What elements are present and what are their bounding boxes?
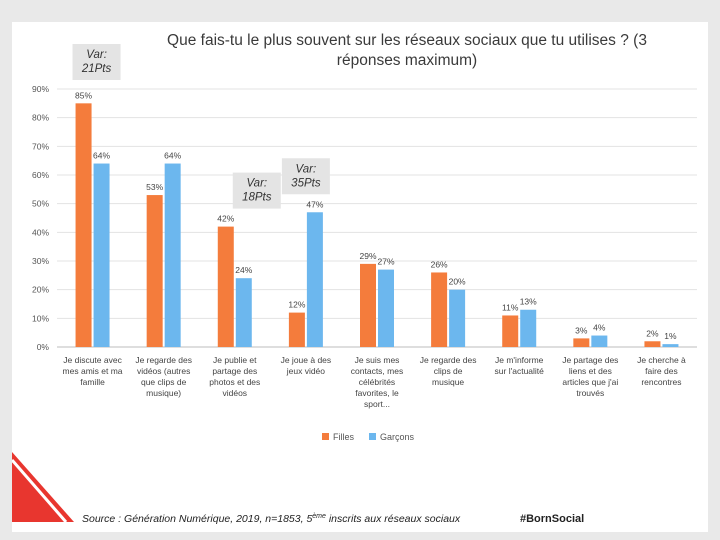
value-label: 1%: [664, 331, 677, 341]
value-label: 24%: [235, 265, 252, 275]
bar-filles: [288, 312, 305, 347]
category-label: Je cherche à faire des rencontres: [637, 355, 686, 387]
value-label: 85%: [75, 90, 92, 100]
value-label: 2%: [646, 328, 659, 338]
category-label: Je m'informe sur l'actualité: [495, 355, 545, 376]
bar-garcons: [449, 289, 466, 347]
value-label: 42%: [217, 214, 234, 224]
variance-label: Var: 21Pts: [81, 49, 112, 75]
bar-garcons: [93, 163, 110, 347]
variance-box: [281, 158, 330, 195]
value-label: 47%: [306, 199, 323, 209]
variance-box: [232, 172, 281, 209]
y-tick-label: 40%: [32, 227, 49, 237]
legend: Filles Garçons: [322, 432, 415, 442]
bar-garcons: [235, 278, 252, 347]
variance-annotations: Var: 21Pts Var: 18Pts Var: 35Pts: [72, 44, 330, 209]
y-tick-label: 10%: [32, 313, 49, 323]
bar-filles: [146, 195, 163, 347]
value-labels: 85%64%53%64%42%24%12%47%29%27% 26%20%11%1…: [75, 90, 677, 341]
bar-garcons: [662, 344, 679, 347]
gridlines: [57, 88, 697, 348]
value-label: 12%: [288, 300, 305, 310]
bar-garcons: [378, 269, 394, 347]
category-label: Je regarde des vidéos (autres que clips de…: [135, 355, 192, 398]
y-tick-label: 60%: [32, 170, 49, 180]
hashtag: #BornSocial: [520, 513, 584, 525]
value-label: 64%: [93, 151, 110, 161]
bar-filles: [502, 315, 519, 347]
bar-filles: [644, 341, 661, 347]
legend-swatch-filles: [322, 433, 329, 440]
value-label: 11%: [502, 302, 519, 312]
category-label: Je partage des liens et des articles que j…: [562, 355, 618, 398]
legend-label-filles: Filles: [333, 432, 355, 442]
value-label: 29%: [359, 251, 376, 261]
variance-label: Var: 18Pts: [242, 178, 272, 204]
variance-label: Var: 35Pts: [291, 163, 321, 189]
category-label: Je regarde des clips de musique: [420, 355, 477, 387]
category-label: Je suis mes contacts, mes célébrités favori…: [351, 355, 403, 409]
bar-filles: [431, 272, 448, 347]
category-label: Je discute avec mes amis et ma famille: [63, 355, 123, 387]
value-label: 27%: [377, 257, 394, 267]
y-tick-label: 70%: [32, 141, 49, 151]
value-label: 26%: [431, 259, 448, 269]
bar-garcons: [591, 335, 608, 347]
bar-filles: [573, 338, 590, 347]
value-label: 13%: [520, 297, 537, 307]
source-note: Source : Génération Numérique, 2019, n=1…: [82, 513, 461, 525]
bars: [75, 103, 679, 347]
value-label: 20%: [449, 277, 466, 287]
legend-label-garcons: Garçons: [380, 432, 415, 442]
variance-box: [72, 44, 121, 80]
bar-filles: [217, 226, 234, 347]
bar-chart: 0% 10% 20% 30% 40% 50% 60% 70% 80% 90% 85% 64% 53% 6…: [12, 32, 697, 525]
value-label: 64%: [164, 151, 181, 161]
bar-filles: [360, 263, 376, 347]
y-tick-label: 50%: [32, 199, 49, 209]
category-labels: Je discute avec mes amis et ma famille Je r…: [63, 355, 686, 409]
value-label: 53%: [146, 182, 163, 192]
corner-stripe: [12, 459, 68, 523]
chart-title-line-1: Que fais-tu le plus souvent sur les rése…: [167, 32, 647, 49]
y-tick-label: 80%: [32, 113, 49, 123]
y-tick-label: 30%: [32, 256, 49, 266]
y-axis-ticks: 0% 10% 20% 30% 40% 50% 60% 70% 80% 90%: [32, 84, 49, 352]
category-label: Je publie et partage des photos et des vidé…: [209, 355, 260, 398]
value-label: 4%: [593, 323, 606, 333]
chart-title-line-2: réponses maximum): [337, 52, 477, 69]
bar-garcons: [520, 309, 537, 347]
slide: 0% 10% 20% 30% 40% 50% 60% 70% 80% 90% 85% 64% 53% 6…: [12, 22, 708, 532]
y-tick-label: 0%: [37, 342, 50, 352]
red-corner-shape: [12, 452, 74, 522]
bar-filles: [75, 103, 92, 347]
y-tick-label: 20%: [32, 285, 49, 295]
bar-garcons: [306, 212, 323, 347]
corner-decoration: [12, 452, 74, 523]
bar-garcons: [164, 163, 181, 347]
legend-swatch-garcons: [369, 433, 376, 440]
category-label: Je joue à des jeux vidéo: [281, 355, 332, 376]
y-tick-label: 90%: [32, 84, 49, 94]
value-label: 3%: [575, 325, 588, 335]
